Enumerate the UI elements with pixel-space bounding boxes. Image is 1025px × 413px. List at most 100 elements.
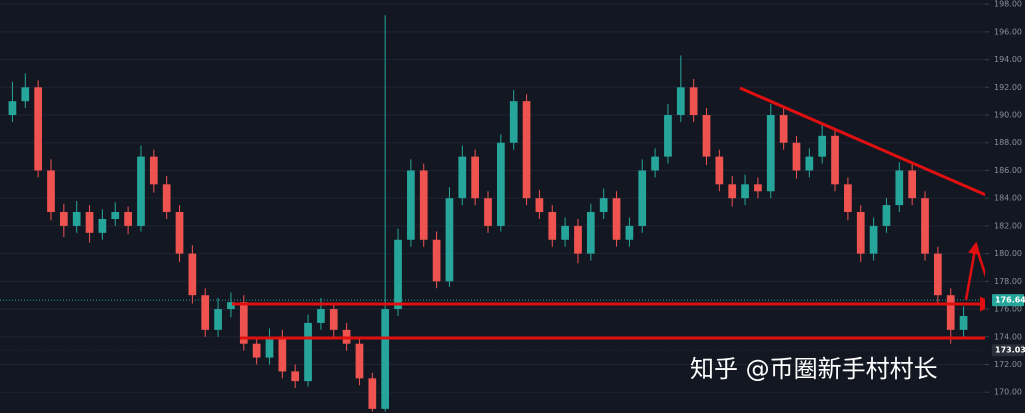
candle-body — [882, 205, 891, 226]
candle-body — [509, 101, 518, 143]
candle-body — [728, 184, 737, 199]
y-tick-label: 198.00 — [994, 0, 1022, 9]
candle-body — [715, 156, 724, 185]
candle-body — [124, 212, 132, 226]
candle-body — [766, 115, 775, 192]
candle-body — [496, 142, 505, 226]
candle-body — [664, 115, 672, 157]
candle-body — [419, 170, 428, 240]
candle-body — [175, 212, 184, 254]
candle-body — [818, 135, 827, 157]
candle-body — [278, 336, 287, 372]
candle-body — [574, 225, 582, 254]
candle-body — [47, 170, 55, 213]
candle-body — [561, 225, 569, 240]
candle-body — [959, 315, 968, 330]
y-tick-label: 176.00 — [994, 305, 1022, 314]
candle-body — [586, 212, 595, 254]
y-tick-label: 178.00 — [994, 277, 1022, 286]
candle-body — [214, 309, 222, 330]
y-tick-label: 184.00 — [994, 194, 1022, 203]
candle-body — [34, 87, 42, 171]
candle-body — [895, 170, 904, 206]
y-tick-label: 170.00 — [994, 388, 1022, 397]
candle-body — [831, 135, 839, 185]
candle-body — [291, 371, 300, 382]
candle-body — [317, 309, 325, 323]
candle-body — [779, 115, 788, 143]
y-tick-label: 194.00 — [994, 55, 1022, 64]
candle-body — [21, 87, 30, 102]
price-axis — [985, 0, 1025, 413]
y-tick-label: 196.00 — [994, 27, 1022, 36]
candle-body — [85, 212, 94, 233]
y-tick-label: 174.00 — [994, 332, 1022, 341]
candle-body — [381, 309, 390, 409]
y-tick-label: 190.00 — [994, 111, 1022, 120]
candle-body — [484, 198, 492, 226]
candle-body — [522, 101, 531, 199]
candle-body — [252, 343, 261, 358]
candle-body — [869, 225, 878, 254]
candle-body — [548, 212, 557, 240]
y-tick-label: 182.00 — [994, 221, 1022, 230]
price-tag-label: 176.64 — [995, 296, 1025, 305]
arrow — [964, 241, 981, 301]
candle-body — [844, 184, 852, 213]
candle-body — [934, 253, 942, 296]
y-tick-label: 186.00 — [994, 166, 1022, 175]
candle-body — [265, 336, 274, 358]
candle-body — [111, 212, 120, 219]
candle-body — [792, 142, 801, 171]
candle-body — [754, 184, 762, 192]
watermark: 知乎 @币圈新手村村长 — [690, 355, 938, 383]
candle-body — [676, 87, 685, 116]
price-tag — [992, 344, 1024, 357]
candle-body — [702, 115, 711, 157]
candle-body — [432, 239, 441, 282]
y-tick-label: 188.00 — [994, 138, 1022, 147]
candle-body — [445, 198, 454, 282]
candle-body — [458, 156, 467, 199]
price-tag — [992, 294, 1024, 307]
candle-body — [638, 170, 647, 226]
candle-body — [908, 170, 917, 199]
candle-body — [201, 295, 210, 330]
candle-body — [535, 198, 544, 213]
y-tick-label: 180.00 — [994, 249, 1022, 258]
candle-body — [599, 198, 608, 213]
candle-body — [368, 378, 377, 409]
trend-line — [739, 86, 1025, 214]
annotations — [232, 86, 1025, 346]
candle-body — [98, 218, 107, 233]
axis: 198.00 196.00 194.00 192.00 190.00 188.00 186.… — [985, 0, 1025, 397]
candle-body — [355, 343, 364, 379]
candles — [8, 15, 968, 412]
candle-body — [394, 239, 402, 310]
candle-body — [407, 170, 415, 240]
candle-body — [59, 212, 68, 226]
candle-body — [612, 198, 621, 240]
candle-body — [72, 212, 81, 226]
candle-body — [651, 156, 659, 171]
candle-body — [137, 156, 145, 226]
candle-body — [304, 322, 312, 382]
candle-body — [741, 184, 749, 199]
candle-body — [188, 253, 197, 296]
candle-body — [805, 156, 814, 171]
candle-body — [471, 156, 480, 199]
y-tick-label: 192.00 — [994, 83, 1022, 92]
candle-body — [239, 302, 248, 344]
candle-body — [856, 212, 865, 254]
candle-body — [329, 309, 338, 330]
candle-body — [149, 156, 158, 185]
candle-body — [8, 101, 17, 116]
candle-body — [227, 302, 235, 310]
y-tick-label: 172.00 — [994, 360, 1022, 369]
candle-body — [689, 87, 698, 116]
price-tag-label: 173.03 — [995, 346, 1025, 355]
candle-body — [162, 184, 171, 213]
